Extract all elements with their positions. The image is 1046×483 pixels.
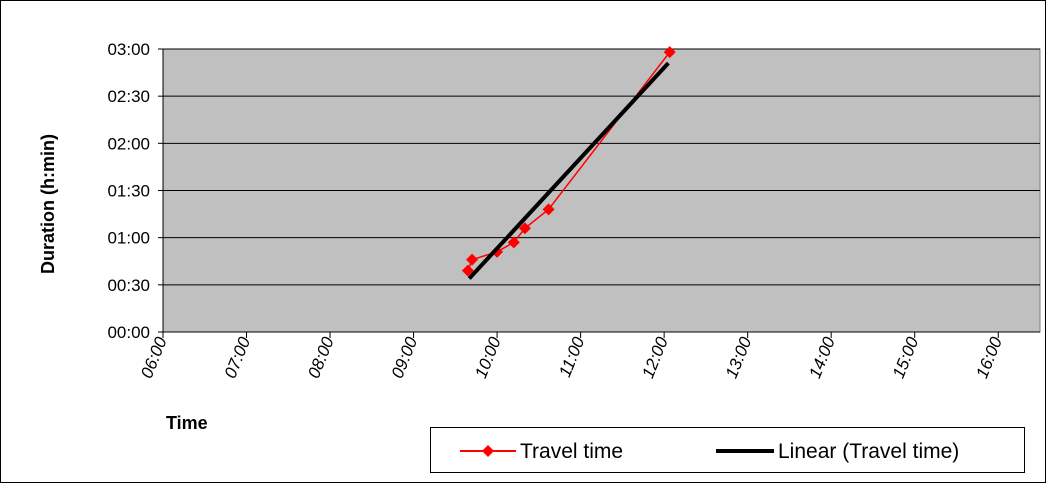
- x-axis-title: Time: [166, 413, 208, 433]
- legend-label-linear: Linear (Travel time): [778, 440, 959, 463]
- y-tick-label: 02:30: [107, 87, 150, 106]
- y-tick-label: 03:00: [107, 40, 150, 59]
- data-point-travel-time: [461, 264, 474, 277]
- gridlines: [163, 48, 1040, 333]
- data-point-travel-time: [663, 46, 676, 59]
- y-tick-label: 00:30: [107, 276, 150, 295]
- legend-marker-travel-time: [482, 445, 494, 457]
- series: [461, 46, 676, 280]
- data-point-travel-time: [507, 236, 520, 249]
- y-axis-title: Duration (h:min): [38, 134, 58, 274]
- legend: Travel time Linear (Travel time): [430, 427, 1025, 473]
- trendline-linear-travel-time: [467, 61, 670, 280]
- legend-label-travel-time: Travel time: [520, 440, 623, 463]
- data-point-travel-time: [466, 253, 479, 266]
- y-tick-label: 01:00: [107, 229, 150, 248]
- y-tick-label: 01:30: [107, 182, 150, 201]
- y-tick-label: 00:00: [107, 323, 150, 342]
- data-point-travel-time: [518, 222, 531, 235]
- y-tick-label: 02:00: [107, 134, 150, 153]
- data-point-travel-time: [542, 203, 555, 216]
